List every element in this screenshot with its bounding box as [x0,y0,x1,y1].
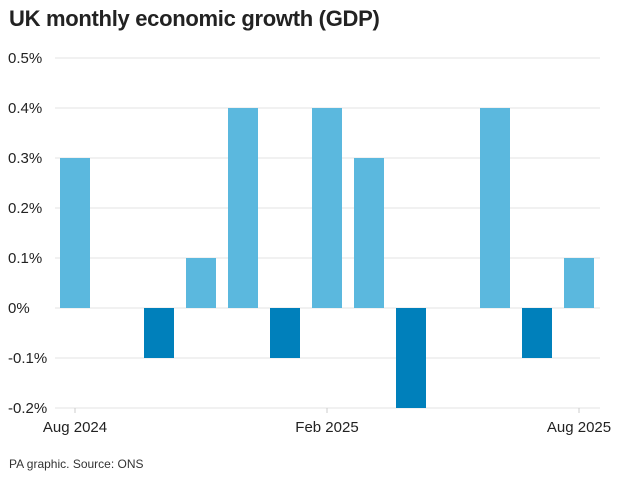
y-tick-label: 0.1% [8,250,42,267]
bar [480,108,510,308]
y-tick-label: 0.5% [8,50,42,67]
x-tick-label: Aug 2025 [547,419,611,436]
bar [564,258,594,308]
bar [312,108,342,308]
y-tick-label: 0% [8,300,30,317]
bar [186,258,216,308]
x-tick-label: Feb 2025 [295,419,358,436]
bar [354,158,384,308]
bar [522,308,552,358]
y-tick-label: 0.2% [8,200,42,217]
y-tick-label: -0.1% [8,350,47,367]
bar [60,158,90,308]
chart-title: UK monthly economic growth (GDP) [9,6,380,31]
bar [144,308,174,358]
y-tick-label: -0.2% [8,400,47,417]
source-note: PA graphic. Source: ONS [9,457,144,471]
bar [396,308,426,408]
y-tick-label: 0.3% [8,150,42,167]
x-tick-label: Aug 2024 [43,419,107,436]
bar [228,108,258,308]
bar [270,308,300,358]
y-tick-label: 0.4% [8,100,42,117]
